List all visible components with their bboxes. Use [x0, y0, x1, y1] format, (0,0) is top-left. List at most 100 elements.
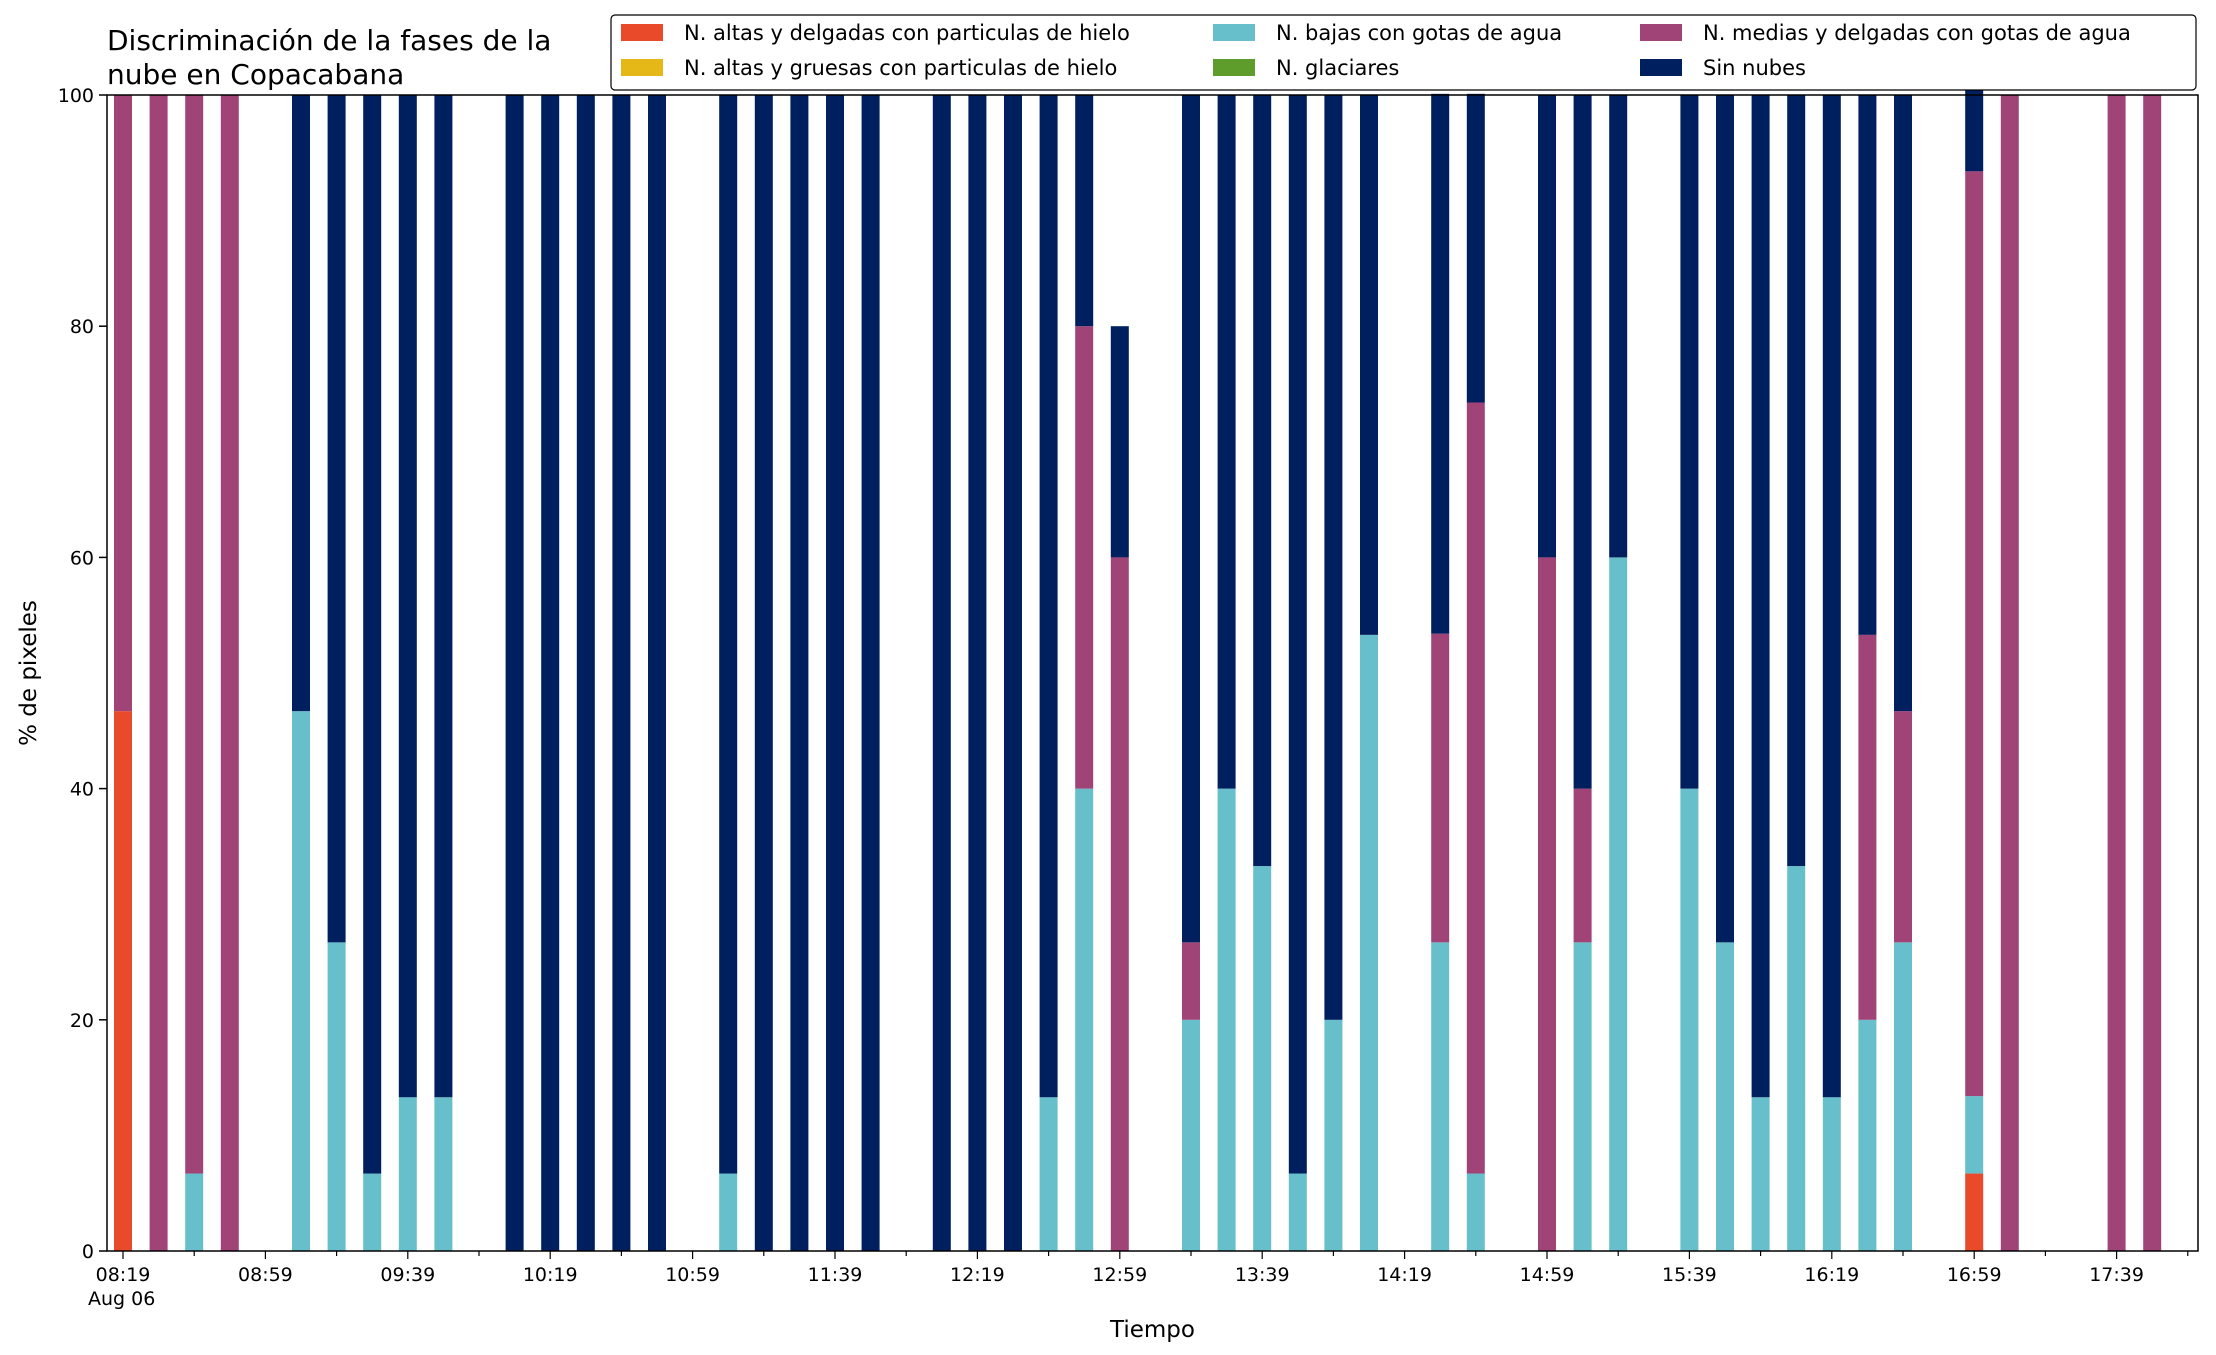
x-tick-label-5: 11:39: [808, 1264, 863, 1286]
x-tick-label-11: 15:39: [1662, 1264, 1717, 1286]
bar-segment-s2-t14: [719, 1173, 738, 1251]
bar-segment-s2-t41: [1858, 1019, 1877, 1251]
bar-segment-s5-t33: [1538, 95, 1556, 558]
y-axis-title: % de pixeles: [16, 600, 42, 746]
y-tick-label-3: 60: [70, 547, 94, 569]
legend-label-2: N. bajas con gotas de agua: [1276, 21, 1562, 45]
legend-swatch-0: [621, 24, 663, 41]
bar-segment-s5-t8: [434, 95, 453, 1098]
bar-segment-s2-t35: [1609, 557, 1628, 1251]
bar-segment-s4-t1: [149, 95, 168, 1251]
bar-segment-s5-t23: [1075, 95, 1094, 327]
bar-segment-s0-t43: [1965, 1173, 1984, 1251]
bar-segment-s5-t39: [1787, 95, 1806, 867]
bar-segment-s4-t32: [1466, 402, 1485, 1174]
bar-segment-s4-t0: [114, 95, 132, 712]
bar-segment-s4-t33: [1538, 557, 1556, 1251]
x-axis-title: Tiempo: [1109, 1317, 1195, 1343]
bar-segment-s2-t23: [1075, 788, 1094, 1251]
bar-segment-s2-t4: [292, 711, 310, 1251]
legend-swatch-5: [1640, 59, 1682, 76]
bar-segment-s5-t13: [648, 95, 666, 1251]
x-date-label: Aug 06: [88, 1288, 155, 1310]
legend-swatch-2: [1213, 24, 1255, 41]
bar-segment-s5-t14: [719, 95, 738, 1174]
legend-label-1: N. altas y gruesas con particulas de hie…: [684, 56, 1117, 80]
x-tick-label-10: 14:59: [1520, 1264, 1575, 1286]
bar-segment-s2-t8: [434, 1097, 453, 1251]
bar-segment-s2-t28: [1288, 1173, 1307, 1251]
bar-segment-s2-t39: [1787, 866, 1806, 1251]
bar-segment-s5-t35: [1609, 95, 1628, 558]
bar-segment-s5-t27: [1253, 95, 1272, 867]
bar-segment-s4-t31: [1431, 633, 1450, 943]
legend-label-5: Sin nubes: [1703, 56, 1806, 80]
bar-segment-s4-t45: [2107, 95, 2126, 1251]
legend-swatch-3: [1213, 59, 1255, 76]
x-tick-label-6: 12:19: [950, 1264, 1005, 1286]
bar-segment-s4-t24: [1110, 557, 1129, 1251]
legend-swatch-1: [621, 59, 663, 76]
bar-segment-s4-t25: [1182, 942, 1200, 1020]
bar-segment-s2-t32: [1466, 1173, 1485, 1251]
bar-segment-s4-t2: [185, 95, 204, 1174]
bar-segment-s2-t7: [398, 1097, 417, 1251]
bar-segment-s5-t21: [1004, 95, 1022, 1251]
bar-segment-s4-t3: [220, 95, 239, 1251]
ticks-layer: 0 20 40 60 80 100 08:19 08:59 09:39 10:19 10:59 11:…: [58, 85, 2189, 1286]
y-tick-label-4: 80: [70, 316, 94, 338]
bar-segment-s5-t24: [1110, 326, 1129, 558]
bar-segment-s5-t6: [363, 95, 382, 1174]
bar-segment-s5-t41: [1858, 95, 1877, 635]
bar-segment-s2-t22: [1039, 1097, 1058, 1251]
bar-segment-s5-t5: [327, 95, 346, 943]
legend-label-0: N. altas y delgadas con particulas de hi…: [684, 21, 1130, 45]
bar-segment-s5-t15: [754, 95, 773, 1251]
bar-segment-s5-t11: [576, 95, 595, 1251]
y-tick-label-5: 100: [58, 85, 94, 107]
x-tick-label-7: 12:59: [1092, 1264, 1147, 1286]
bar-segment-s5-t9: [505, 95, 524, 1251]
bar-segment-s2-t37: [1716, 942, 1734, 1251]
x-tick-label-9: 14:19: [1377, 1264, 1432, 1286]
bar-segment-s2-t25: [1182, 1019, 1200, 1251]
bar-segment-s4-t34: [1573, 788, 1592, 943]
bar-segment-s5-t22: [1039, 95, 1058, 1098]
bar-segment-s5-t18: [861, 95, 880, 1251]
bar-segment-s5-t4: [292, 95, 310, 712]
x-tick-label-8: 13:39: [1235, 1264, 1290, 1286]
legend-label-4: N. medias y delgadas con gotas de agua: [1703, 21, 2131, 45]
bar-segment-s4-t43: [1965, 171, 1984, 1097]
legend-box: [610, 14, 2197, 91]
x-tick-label-13: 16:59: [1947, 1264, 2002, 1286]
bar-segment-s2-t38: [1751, 1097, 1770, 1251]
bar-segment-s5-t37: [1716, 95, 1734, 943]
bar-segment-s2-t42: [1894, 942, 1912, 1251]
x-tick-label-12: 16:19: [1804, 1264, 1859, 1286]
bar-segment-s5-t29: [1324, 95, 1343, 1020]
bar-segment-s2-t34: [1573, 942, 1592, 1251]
bar-segment-s4-t46: [2143, 95, 2162, 1251]
bar-segment-s4-t41: [1858, 634, 1877, 1020]
bar-segment-s2-t29: [1324, 1019, 1343, 1251]
bar-segment-s2-t43: [1965, 1096, 1984, 1174]
bar-segment-s5-t40: [1822, 95, 1841, 1098]
bar-segment-s5-t19: [932, 95, 951, 1251]
bar-segment-s5-t17: [826, 95, 844, 1251]
bar-segment-s4-t44: [2000, 95, 2019, 1251]
bar-segment-s5-t36: [1680, 95, 1699, 789]
bar-segment-s5-t30: [1360, 95, 1378, 635]
bar-segment-s2-t40: [1822, 1097, 1841, 1251]
x-tick-label-4: 10:59: [665, 1264, 720, 1286]
bar-segment-s5-t12: [612, 95, 631, 1251]
bar-segment-s2-t6: [363, 1173, 382, 1251]
chart-title-line-2: nube en Copacabana: [107, 58, 404, 91]
x-tick-label-1: 08:59: [238, 1264, 293, 1286]
bar-segment-s5-t28: [1288, 95, 1307, 1174]
x-tick-label-0: 08:19: [96, 1264, 151, 1286]
bar-segment-s5-t42: [1894, 95, 1912, 712]
bar-segment-s5-t26: [1217, 95, 1236, 789]
bars-layer: [114, 17, 2162, 1251]
chart-title-line-1: Discriminación de la fases de la: [107, 24, 551, 57]
